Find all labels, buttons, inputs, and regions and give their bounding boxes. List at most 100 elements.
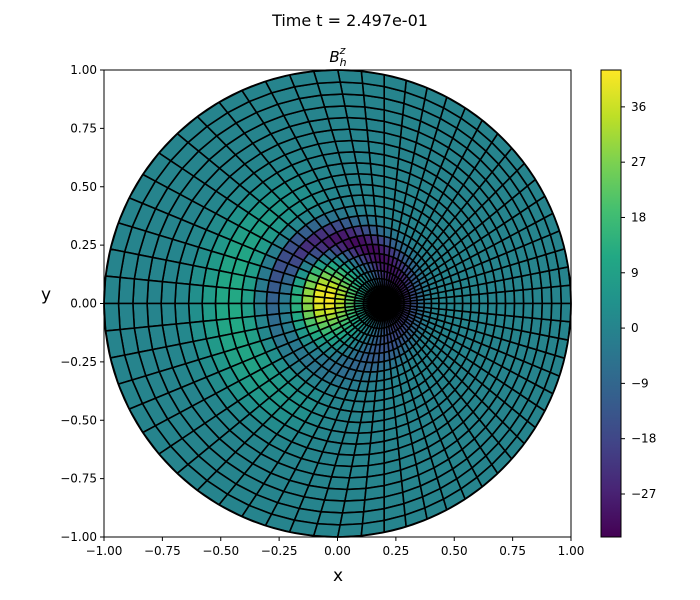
mesh-cell [327,476,351,491]
mesh-cell [339,81,365,96]
colorbar-tick-label: 36 [631,100,646,114]
colorbar-tick-label: 18 [631,210,646,224]
axes-title-sub: h [340,56,347,69]
y-tick-label: −1.00 [60,530,97,544]
y-tick-label: −0.25 [60,355,97,369]
mesh-cell [117,302,136,331]
mesh-cell [132,278,150,305]
mesh-cell [513,289,525,305]
colorbar-ticks: −27 −18 −9 0 9 18 27 36 [621,100,656,501]
mesh-cell [334,453,355,468]
mesh-cell [341,93,366,108]
y-axis-label: y [41,285,51,305]
mesh-cell [550,285,563,305]
y-tick-label: 0.00 [70,297,97,311]
mesh-cell [348,464,370,479]
mesh-cell [550,302,563,322]
y-tick-label: 0.75 [70,121,97,135]
mesh-cell [513,302,525,318]
mesh-cell [320,499,346,514]
mesh-cell [336,522,364,537]
mesh-cell [240,288,256,305]
mesh-cell [339,511,365,526]
mesh-cell [323,296,336,305]
mesh-cell [531,287,544,305]
figure-suptitle: Time t = 2.497e-01 [271,11,428,30]
mesh-cell [531,302,544,320]
mesh-cell [461,302,472,313]
x-tick-label: −0.75 [144,544,181,558]
x-tick-label: −0.25 [261,544,298,558]
mesh-cell [445,302,456,312]
colorbar-tick-label: 27 [631,155,646,169]
mesh-cell [361,400,376,413]
x-tick-label: 0.25 [383,544,410,558]
mesh-cell [316,511,344,526]
y-axis-ticks: −1.00 −0.75 −0.50 −0.25 0.00 0.25 0.50 0.75 1.00 [60,63,104,544]
mesh-cell [486,291,498,305]
mesh-cell [201,302,218,323]
mesh-cell [403,302,412,307]
mesh-cell [312,522,341,537]
mesh-cell [146,302,164,328]
mesh-cell [355,431,373,445]
mesh-cell [312,295,326,305]
mesh-cell [132,302,150,329]
x-axis-label: x [333,566,343,586]
x-tick-label: 0.50 [441,544,468,558]
x-tick-label: −1.00 [86,544,123,558]
mesh-cell [478,302,489,315]
mesh-cell [359,410,375,424]
mesh-cell [330,464,353,479]
mesh-cell [160,280,177,305]
mesh-cell [423,302,433,309]
mesh-cell [253,302,268,318]
mesh-cell [104,275,121,305]
y-tick-label: 0.25 [70,238,97,252]
y-tick-label: 0.50 [70,180,97,194]
mesh-cell [187,283,204,305]
mesh-cell [265,291,280,305]
mesh-cell [350,453,371,468]
mesh-cell [344,105,367,120]
mesh-cell [486,302,498,316]
colorbar-tick-label: −18 [631,432,656,446]
mesh-cell [341,499,366,514]
mesh-cell [504,302,516,318]
mesh-cell [201,284,218,305]
mesh-cell [522,302,534,319]
mesh-cell [409,302,419,308]
mesh-cell [187,302,204,324]
mesh-cell [214,302,231,321]
colorbar-tick-label: −27 [631,487,656,501]
mesh-cell [397,302,405,307]
mesh-cell [504,289,516,305]
mesh-cell [253,289,268,305]
x-tick-label: −0.50 [202,544,239,558]
colorbar-tick-label: 9 [631,266,639,280]
x-tick-label: 1.00 [558,544,585,558]
axes-title-sup: z [339,44,346,57]
mesh-cell [160,302,177,327]
mesh-cell [540,302,553,321]
colorbar [600,69,622,538]
mesh-cell [453,302,464,313]
mesh-cell [323,487,349,502]
mesh-cell [357,421,374,435]
axes-title: Bhz [329,44,346,69]
mesh-cell [117,276,136,305]
colorbar-tick-label: −9 [631,376,649,390]
plot-area [103,69,572,538]
mesh-cell [540,286,553,305]
mesh-cell [301,294,315,305]
mesh-cell [146,279,164,305]
x-axis-ticks: −1.00 −0.75 −0.50 −0.25 0.00 0.25 0.50 0.75 1.00 [86,537,585,558]
mesh-cell [227,302,243,320]
y-tick-label: −0.50 [60,413,97,427]
y-tick-label: −0.75 [60,472,97,486]
mesh-cells [104,70,571,537]
mesh-cell [277,292,292,305]
mesh-cell [214,286,231,305]
colorbar-tick-label: 0 [631,321,639,335]
